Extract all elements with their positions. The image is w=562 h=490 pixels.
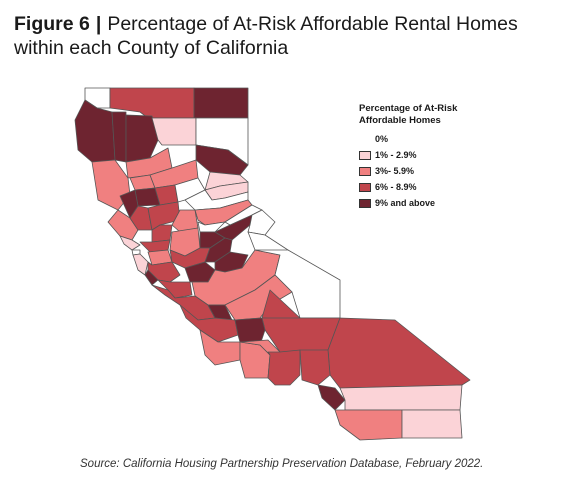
legend-swatch-2	[359, 166, 371, 176]
county-napa	[129, 205, 153, 231]
legend-label-2: 3%- 5.9%	[375, 166, 415, 176]
county-humboldt	[74, 99, 116, 163]
source-note: Source: California Housing Partnership P…	[80, 458, 484, 470]
legend-swatch-1	[359, 150, 371, 160]
legend-label-4: 9% and above	[375, 198, 436, 208]
legend-label-3: 6% - 8.9%	[375, 182, 417, 192]
legend-label-0: 0%	[375, 134, 389, 144]
title-separator: |	[95, 13, 102, 35]
county-san-mateo	[132, 253, 149, 276]
map-legend: Percentage of At-Risk Affordable Homes 0…	[359, 103, 499, 211]
county-los-angeles	[267, 349, 301, 386]
legend-title: Percentage of At-Risk Affordable Homes	[359, 103, 458, 126]
county-modoc	[193, 87, 249, 119]
county-orange	[317, 384, 346, 411]
county-san-diego	[334, 409, 403, 441]
legend-item-2: 3%- 5.9%	[359, 163, 499, 179]
county-san-bernardino-west	[299, 349, 331, 386]
county-shasta	[125, 114, 159, 163]
legend-swatch-0	[359, 135, 371, 144]
legend-swatch-4	[359, 198, 371, 208]
legend-label-1: 1% - 2.9%	[375, 150, 417, 160]
figure-label: Figure 6	[14, 13, 90, 35]
legend-item-4: 9% and above	[359, 195, 499, 211]
legend-item-0: 0%	[359, 131, 499, 147]
county-contra-costa	[139, 239, 171, 253]
county-del-norte	[84, 87, 111, 109]
figure-title-text: Percentage of At-Risk Affordable Rental …	[14, 13, 518, 59]
county-marin	[119, 235, 141, 251]
county-solano	[151, 224, 173, 243]
legend-item-3: 6% - 8.9%	[359, 179, 499, 195]
figure-title: Figure 6 | Percentage of At-Risk Affordabl…	[14, 12, 544, 60]
county-amador	[197, 221, 226, 233]
legend-item-1: 1% - 2.9%	[359, 147, 499, 163]
legend-swatch-3	[359, 182, 371, 192]
county-imperial	[401, 409, 463, 439]
county-san-bernardino	[327, 317, 471, 389]
county-lassen-west	[151, 117, 197, 146]
county-riverside	[339, 384, 463, 411]
